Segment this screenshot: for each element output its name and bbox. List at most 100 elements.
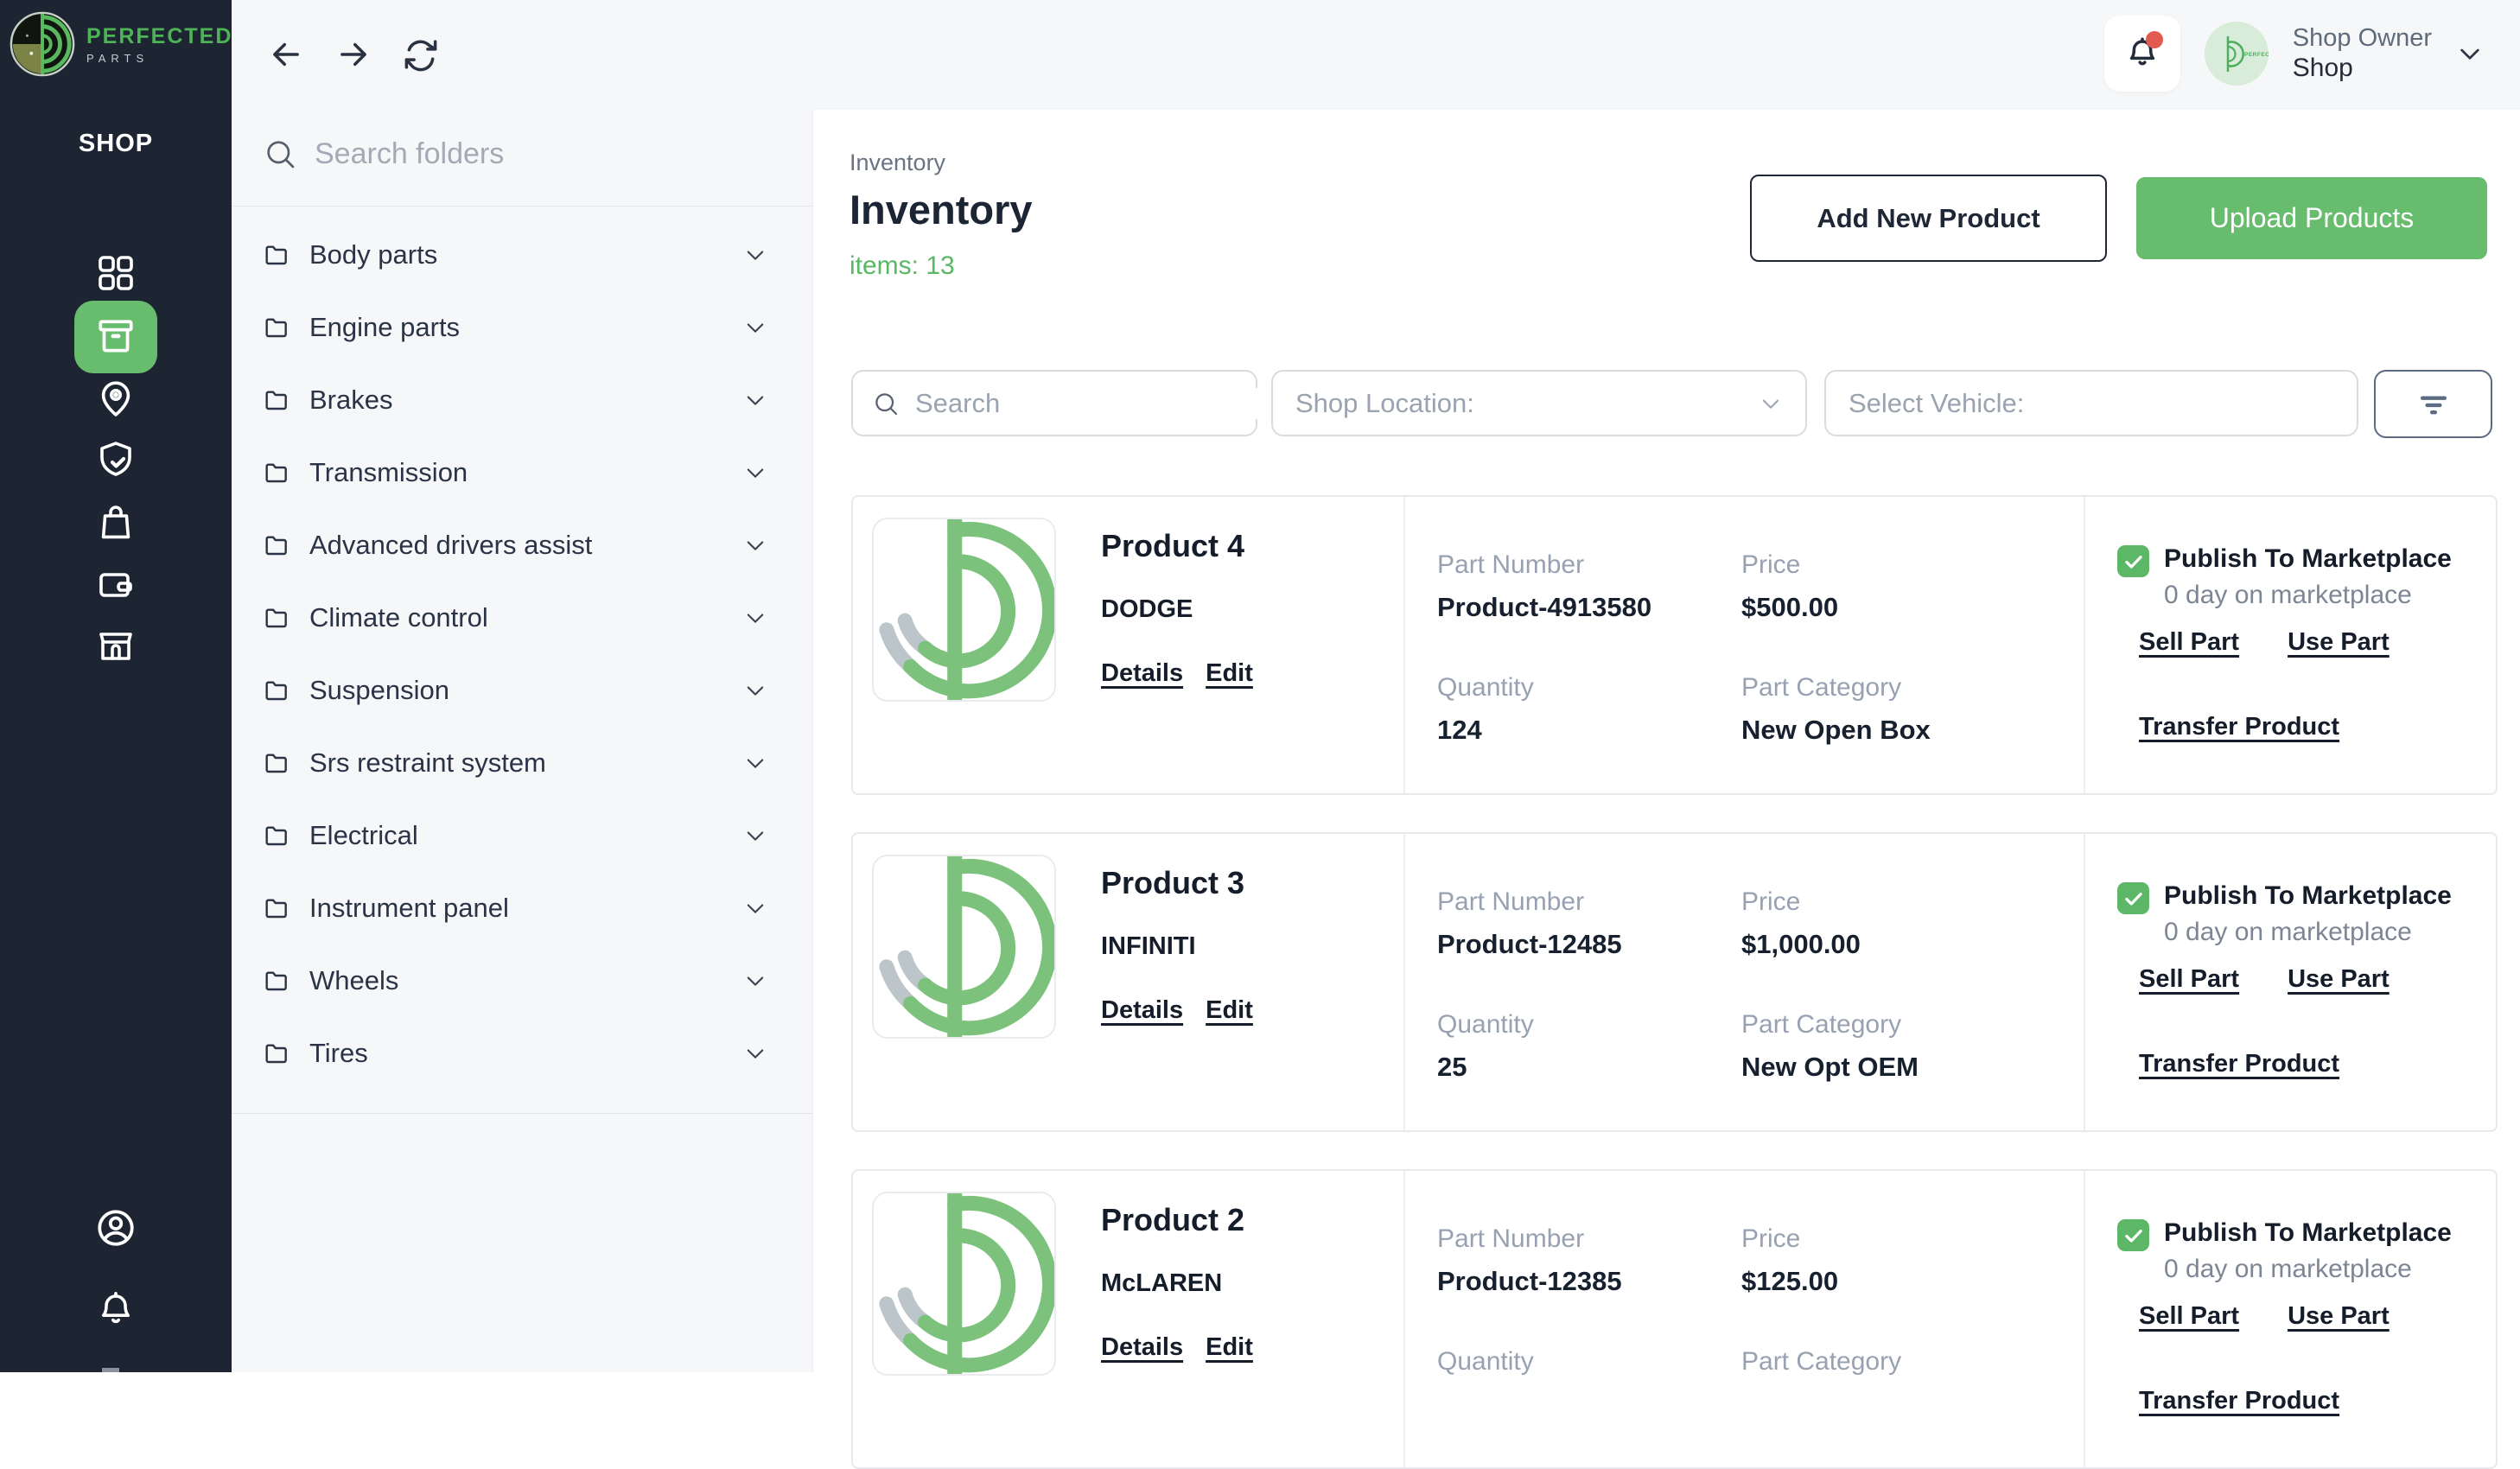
details-link[interactable]: Details (1101, 659, 1183, 688)
user-menu-chevron-icon[interactable] (2456, 40, 2484, 67)
chevron-down-icon[interactable] (743, 1041, 767, 1065)
use-part-link[interactable]: Use Part (2288, 628, 2390, 657)
sidebar-item-dashboard[interactable] (0, 252, 232, 294)
sell-part-link[interactable]: Sell Part (2139, 628, 2239, 657)
sidebar-item-notifications[interactable] (0, 1289, 232, 1331)
shield-check-icon (95, 438, 137, 480)
inventory-box-icon (94, 315, 137, 359)
shop-location-select[interactable]: Shop Location: (1271, 370, 1807, 436)
folder-search-input[interactable] (315, 137, 729, 171)
folder-item-brakes[interactable]: Brakes (263, 364, 767, 436)
divider (1403, 497, 1405, 793)
folder-item-advanced-drivers-assist[interactable]: Advanced drivers assist (263, 509, 767, 582)
folder-icon (263, 749, 290, 777)
add-new-product-button[interactable]: Add New Product (1750, 175, 2107, 262)
divider (232, 206, 812, 207)
publish-checkbox[interactable] (2117, 1219, 2149, 1251)
history-nav (268, 36, 439, 73)
part-number-value: Product-12385 (1437, 1266, 1622, 1297)
folder-item-instrument-panel[interactable]: Instrument panel (263, 872, 767, 944)
product-name: Product 4 (1101, 528, 1244, 564)
edit-link[interactable]: Edit (1206, 1333, 1253, 1362)
sidebar-item-marketplace[interactable] (0, 624, 232, 665)
details-link[interactable]: Details (1101, 996, 1183, 1025)
use-part-link[interactable]: Use Part (2288, 965, 2390, 994)
chevron-down-icon[interactable] (743, 606, 767, 630)
chevron-down-icon[interactable] (743, 969, 767, 993)
publish-checkbox[interactable] (2117, 882, 2149, 914)
folder-item-tires[interactable]: Tires (263, 1017, 767, 1090)
folder-item-wheels[interactable]: Wheels (263, 944, 767, 1017)
wallet-icon (95, 563, 137, 605)
edit-link[interactable]: Edit (1206, 996, 1253, 1025)
refresh-button[interactable] (403, 36, 439, 73)
quantity-value: 25 (1437, 1052, 1467, 1083)
forward-button[interactable] (335, 36, 372, 73)
folder-item-transmission[interactable]: Transmission (263, 436, 767, 509)
days-on-marketplace: 0 day on marketplace (2164, 578, 2452, 613)
notification-bell-button[interactable] (2104, 16, 2180, 92)
price-label: Price (1741, 1224, 1800, 1254)
chevron-down-icon[interactable] (743, 896, 767, 920)
sell-part-link[interactable]: Sell Part (2139, 965, 2239, 994)
folder-label: Body parts (309, 239, 437, 270)
radar-logo-icon (9, 10, 76, 78)
sidebar-item-account[interactable] (0, 1206, 232, 1250)
product-name: Product 3 (1101, 865, 1244, 901)
product-links: Details Edit (1101, 996, 1253, 1025)
price-value: $125.00 (1741, 1266, 1838, 1297)
chevron-down-icon[interactable] (743, 678, 767, 703)
sidebar-item-locations[interactable] (0, 378, 232, 419)
brand-subtitle: PARTS (86, 52, 232, 65)
items-count: items: 13 (850, 251, 955, 281)
sidebar-item-warranty[interactable] (0, 438, 232, 480)
divider (1403, 834, 1405, 1130)
sidebar-item-inventory[interactable] (74, 301, 157, 373)
details-link[interactable]: Details (1101, 1333, 1183, 1362)
folder-item-engine-parts[interactable]: Engine parts (263, 291, 767, 364)
publish-label: Publish To Marketplace (2164, 877, 2452, 915)
price-value: $500.00 (1741, 592, 1838, 623)
chevron-down-icon[interactable] (743, 315, 767, 340)
part-number-label: Part Number (1437, 550, 1584, 580)
edit-link[interactable]: Edit (1206, 659, 1253, 688)
user-cluster: PERFECTED Shop Owner Shop (2104, 16, 2484, 92)
marketplace-links: Sell Part Use Part (2139, 1302, 2390, 1331)
chevron-down-icon[interactable] (743, 243, 767, 267)
chevron-down-icon[interactable] (743, 388, 767, 412)
folder-icon (263, 241, 290, 269)
transfer-product-link[interactable]: Transfer Product (2139, 1387, 2339, 1415)
sidebar-item-wallet[interactable] (0, 563, 232, 605)
back-button[interactable] (268, 36, 304, 73)
folder-item-srs-restraint-system[interactable]: Srs restraint system (263, 727, 767, 799)
category-label: Part Category (1741, 673, 1901, 703)
use-part-link[interactable]: Use Part (2288, 1302, 2390, 1331)
avatar[interactable]: PERFECTED (2205, 22, 2269, 86)
folder-item-body-parts[interactable]: Body parts (263, 219, 767, 291)
upload-products-button[interactable]: Upload Products (2136, 177, 2487, 259)
breadcrumb: Inventory (850, 149, 945, 176)
sidebar: PERFECTED PARTS SHOP (0, 0, 232, 1372)
publish-checkbox[interactable] (2117, 545, 2149, 577)
chevron-down-icon[interactable] (743, 533, 767, 557)
filter-button[interactable] (2374, 370, 2492, 438)
publish-label: Publish To Marketplace (2164, 540, 2452, 578)
brand-text: PERFECTED PARTS (86, 24, 232, 65)
sell-part-link[interactable]: Sell Part (2139, 1302, 2239, 1331)
folder-label: Transmission (309, 457, 468, 488)
search-icon (263, 137, 297, 171)
select-vehicle-select[interactable]: Select Vehicle: (1824, 370, 2358, 436)
folder-icon (263, 604, 290, 632)
product-image (872, 518, 1056, 702)
product-search-input[interactable] (915, 388, 1260, 419)
chevron-down-icon[interactable] (743, 461, 767, 485)
folder-item-suspension[interactable]: Suspension (263, 654, 767, 727)
sidebar-item-orders[interactable] (0, 502, 232, 544)
folder-item-climate-control[interactable]: Climate control (263, 582, 767, 654)
transfer-product-link[interactable]: Transfer Product (2139, 713, 2339, 741)
transfer-product-link[interactable]: Transfer Product (2139, 1050, 2339, 1078)
chevron-down-icon[interactable] (743, 751, 767, 775)
folder-item-electrical[interactable]: Electrical (263, 799, 767, 872)
chevron-down-icon[interactable] (743, 824, 767, 848)
publish-label: Publish To Marketplace (2164, 1214, 2452, 1252)
